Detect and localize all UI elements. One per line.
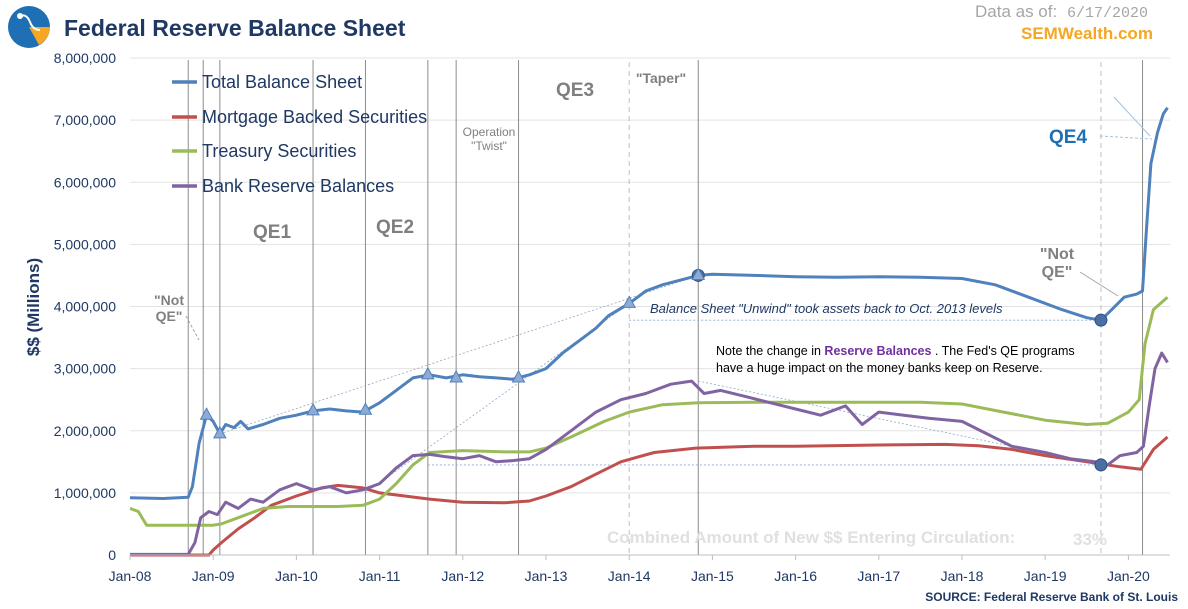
page-title: Federal Reserve Balance Sheet <box>64 15 406 41</box>
as-of-date: 6/17/2020 <box>1067 5 1148 22</box>
annotation-note-line2: have a huge impact on the money banks ke… <box>716 361 1043 375</box>
x-tick-label: Jan-13 <box>525 568 568 584</box>
annotation-combined-label: Combined Amount of New $$ Entering Circu… <box>607 528 1015 547</box>
event-marker-circle <box>1094 458 1108 472</box>
y-tick-label: 7,000,000 <box>54 112 116 128</box>
y-tick-label: 3,000,000 <box>54 361 116 377</box>
x-tick-label: Jan-15 <box>691 568 734 584</box>
x-axis-ticks: Jan-08 Jan-09 Jan-10 Jan-11 Jan-12 Jan-13 Jan-… <box>109 555 1150 584</box>
event-marker-circle <box>1094 313 1108 327</box>
event-marker-triangle <box>213 425 227 439</box>
site-name: SEMWealth.com <box>1021 24 1153 43</box>
event-marker-triangle <box>421 366 435 380</box>
x-tick-label: Jan-12 <box>441 568 484 584</box>
x-tick-label: Jan-10 <box>275 568 318 584</box>
guide-line <box>219 275 699 435</box>
x-tick-label: Jan-11 <box>359 568 401 584</box>
x-tick-label: Jan-19 <box>1024 568 1067 584</box>
annotation-not-qe-right-1: "Not <box>1040 246 1075 263</box>
legend-label-treasury: Treasury Securities <box>202 141 356 161</box>
annotation-qe2: QE2 <box>376 217 414 238</box>
event-marker-triangle <box>511 369 526 383</box>
x-tick-label: Jan-20 <box>1107 568 1150 584</box>
event-marker-triangle <box>306 402 320 416</box>
annotation-not-qe-left-2: QE" <box>156 308 183 324</box>
annotation-note-line1: Note the change in Reserve Balances . Th… <box>716 344 1075 358</box>
series-line-treasury <box>129 296 1169 527</box>
annotation-operation: Operation <box>463 125 516 139</box>
x-tick-label: Jan-14 <box>608 568 651 584</box>
annotation-combined-value: 33% <box>1073 530 1107 549</box>
qe4-pointer-1 <box>1113 96 1151 137</box>
x-tick-label: Jan-18 <box>941 568 984 584</box>
note-line1-pre: Note the change in <box>716 344 824 358</box>
grid-lines <box>130 57 1170 494</box>
event-marker-triangle <box>622 295 637 308</box>
y-tick-label: 4,000,000 <box>54 299 116 315</box>
y-tick-label: 0 <box>108 547 116 563</box>
y-tick-label: 5,000,000 <box>54 236 116 252</box>
y-axis-ticks: 0 1,000,000 2,000,000 3,000,000 4,000,000 5,0… <box>54 50 117 563</box>
event-lines <box>187 60 1144 555</box>
annotation-unwind: Balance Sheet "Unwind" took assets back … <box>650 301 1003 316</box>
y-tick-label: 8,000,000 <box>54 50 116 66</box>
annotation-not-qe-left-1: "Not <box>154 292 184 308</box>
legend-label-mbs: Mortgage Backed Securities <box>202 107 427 127</box>
legend-label-reserves: Bank Reserve Balances <box>202 176 394 196</box>
y-tick-label: 2,000,000 <box>54 423 116 439</box>
source-note: SOURCE: Federal Reserve Bank of St. Loui… <box>925 590 1178 604</box>
logo-icon <box>8 6 50 48</box>
y-axis-label: $$ (Millions) <box>24 258 43 356</box>
legend-label-total: Total Balance Sheet <box>202 72 362 92</box>
not-qe-right-pointer <box>1079 271 1119 297</box>
y-tick-label: 6,000,000 <box>54 174 116 190</box>
as-of-label: Data as of: <box>975 2 1057 21</box>
annotation-taper: "Taper" <box>636 70 686 86</box>
legend: Total Balance Sheet Mortgage Backed Secu… <box>172 72 427 196</box>
guide-line <box>698 380 1102 466</box>
event-markers <box>199 267 1108 472</box>
event-marker-triangle <box>691 267 706 280</box>
event-marker-triangle <box>449 369 463 383</box>
x-tick-label: Jan-16 <box>774 568 817 584</box>
x-tick-label: Jan-08 <box>109 568 152 584</box>
series-lines <box>129 106 1169 557</box>
qe4-pointer-2 <box>1099 135 1153 140</box>
annotation-qe3: QE3 <box>556 80 594 101</box>
series-line-total <box>129 106 1169 500</box>
annotation-qe4: QE4 <box>1049 127 1087 148</box>
y-tick-label: 1,000,000 <box>54 485 116 501</box>
series-line-reserves <box>130 351 1169 556</box>
annotation-not-qe-right-2: QE" <box>1042 264 1073 281</box>
x-tick-label: Jan-17 <box>857 568 900 584</box>
annotation-twist: "Twist" <box>471 139 507 153</box>
annotation-qe1: QE1 <box>253 222 291 243</box>
x-tick-label: Jan-09 <box>192 568 235 584</box>
note-line1-post: . The Fed's QE programs <box>931 344 1074 358</box>
note-line1-highlight: Reserve Balances <box>824 344 931 358</box>
not-qe-left-pointer <box>185 315 200 341</box>
guide-lines <box>219 275 1102 494</box>
event-marker-triangle <box>358 402 373 415</box>
event-marker-triangle <box>199 407 214 420</box>
